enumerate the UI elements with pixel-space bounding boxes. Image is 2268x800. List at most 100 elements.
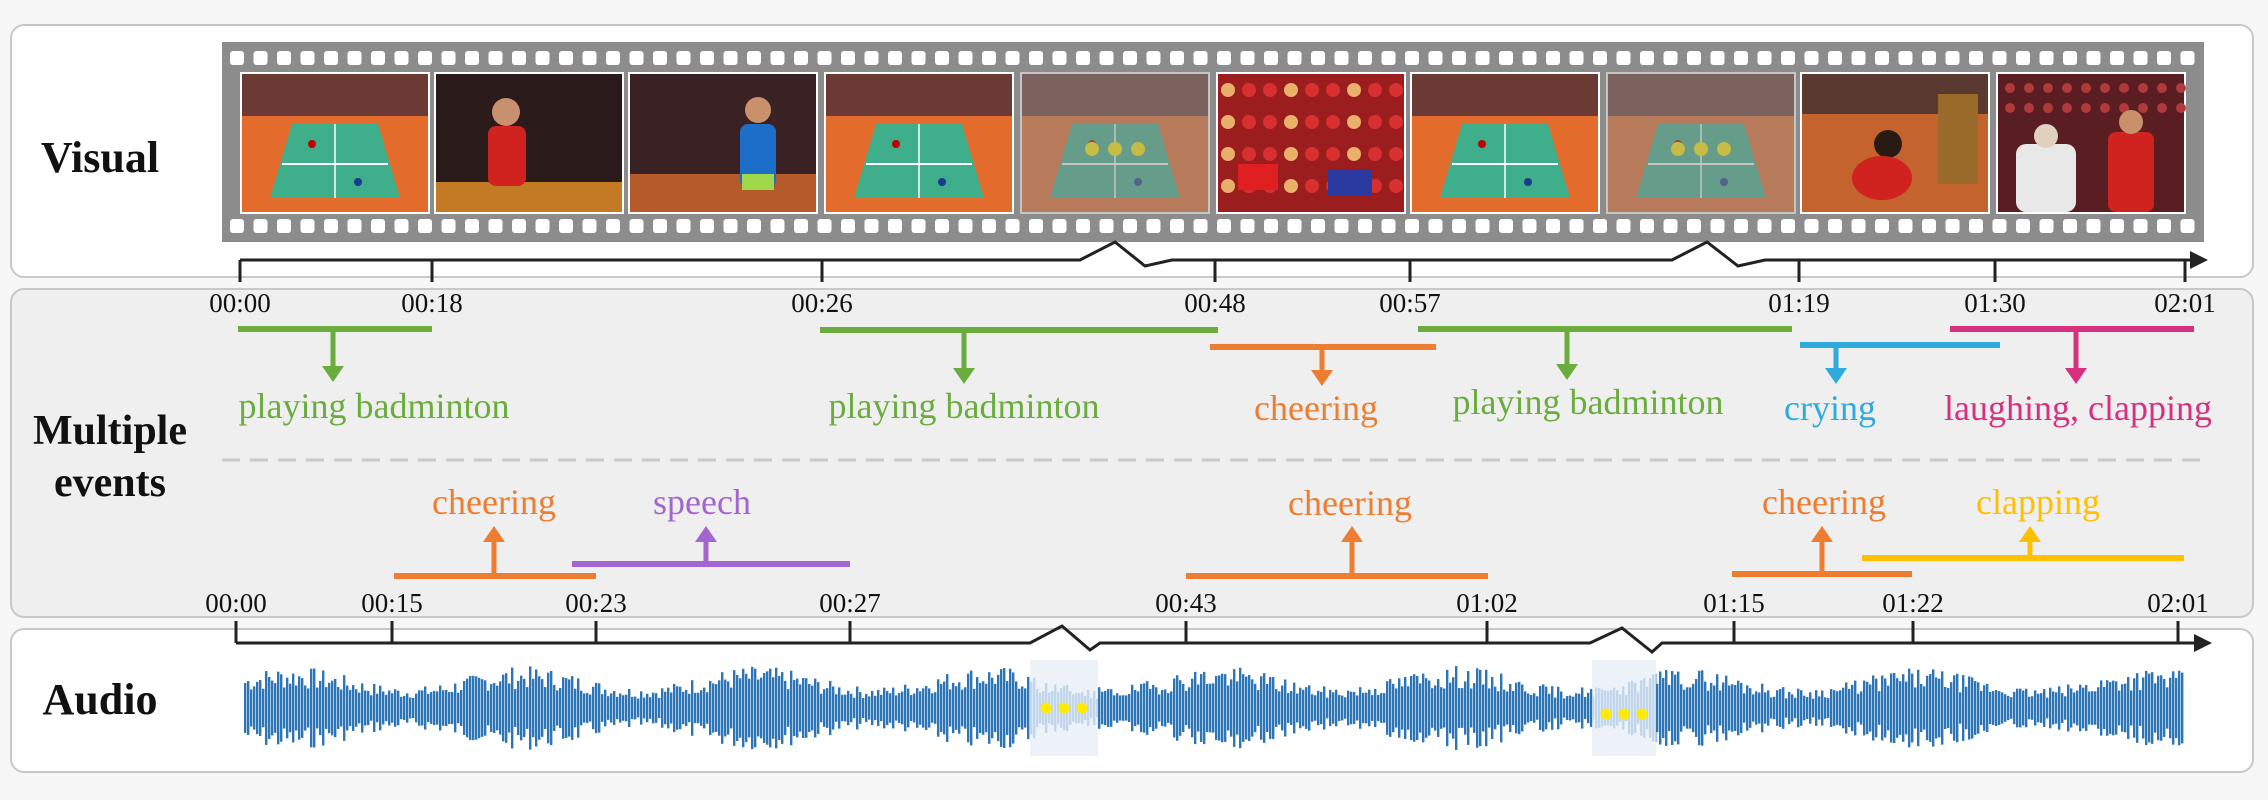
waveform-bar — [925, 686, 928, 730]
waveform-bar — [2139, 690, 2142, 726]
waveform-bar — [1269, 677, 1272, 739]
waveform-bar — [649, 697, 652, 719]
waveform-bar — [1719, 690, 1722, 726]
waveform-bar — [2088, 691, 2091, 725]
sprocket-hole — [1593, 51, 1607, 65]
waveform-bar — [1980, 690, 1983, 726]
waveform-bar — [2034, 690, 2037, 726]
waveform-bar — [1428, 680, 1431, 736]
frame-crowd-person — [1368, 83, 1382, 97]
waveform-bar — [2163, 679, 2166, 737]
sprocket-hole — [1193, 219, 1208, 233]
sprocket-hole — [1828, 219, 1842, 233]
waveform-bar — [1491, 677, 1494, 739]
audio-events: cheering speech cheering cheering clapping — [394, 482, 2184, 579]
sprocket-hole — [1804, 219, 1819, 233]
waveform-bar — [1884, 678, 1887, 738]
waveform-bar — [1149, 688, 1152, 728]
sprocket-hole — [582, 51, 597, 65]
frame-crowd-person — [2024, 103, 2034, 113]
waveform-bar — [1260, 676, 1263, 740]
waveform-bar — [670, 692, 673, 724]
waveform-bar — [1806, 697, 1809, 719]
waveform-bar — [994, 683, 997, 733]
frame-player — [938, 178, 946, 186]
waveform-bar — [1242, 674, 1245, 742]
sprocket-hole — [582, 219, 597, 233]
waveform-bar — [373, 683, 376, 733]
waveform-bar — [1827, 697, 1830, 719]
waveform-bar — [1875, 678, 1878, 738]
sprocket-hole — [841, 51, 855, 65]
waveform-bar — [2148, 673, 2151, 743]
event-label: playing badminton — [1453, 382, 1724, 422]
waveform-bar — [436, 691, 439, 725]
events-row-label-line1: Multiple — [33, 408, 187, 454]
sprocket-hole — [1663, 219, 1678, 233]
waveform-bar — [1836, 691, 1839, 725]
waveform-bar — [469, 675, 472, 741]
frame-crowd-person — [1305, 115, 1319, 129]
waveform-bar — [562, 677, 565, 739]
waveform-bar — [1872, 675, 1875, 741]
waveform-bar — [265, 671, 268, 745]
waveform-bar — [532, 678, 535, 738]
sprocket-hole — [1616, 51, 1631, 65]
waveform-bar — [1173, 678, 1176, 738]
waveform-bar — [625, 694, 628, 722]
waveform-bar — [1587, 692, 1590, 724]
tick-label: 00:57 — [1379, 288, 1441, 318]
sprocket-hole — [465, 51, 479, 65]
waveform-bar — [1902, 674, 1905, 742]
waveform-bar — [1410, 676, 1413, 740]
tick-label: 00:27 — [819, 588, 881, 618]
sprocket-hole — [723, 219, 738, 233]
frame-crowd-person — [1221, 179, 1235, 193]
waveform-bar — [1959, 692, 1962, 724]
waveform-bar — [592, 686, 595, 730]
waveform-bar — [2094, 691, 2097, 725]
events-row-label-line2: events — [54, 460, 166, 506]
event-playing-badminton: playing badminton — [238, 326, 509, 426]
frame-crowd-person — [2138, 83, 2148, 93]
waveform-bar — [712, 683, 715, 733]
waveform-bar — [1311, 694, 1314, 722]
frame-crowd-person — [2157, 103, 2167, 113]
waveform-bar — [1977, 682, 1980, 734]
waveform-bar — [889, 693, 892, 723]
sprocket-hole — [1992, 219, 2007, 233]
event-arrowhead — [1311, 370, 1333, 386]
event-cheering: cheering — [1732, 482, 1912, 577]
frame-crowd-person — [1389, 115, 1403, 129]
sprocket-hole — [1146, 51, 1161, 65]
sprocket-hole — [1640, 219, 1654, 233]
waveform-bar — [2172, 671, 2175, 745]
waveform-bar — [1773, 696, 1776, 720]
waveform-bar — [658, 697, 661, 719]
video-frame-player-red — [434, 72, 624, 214]
sprocket-hole — [1287, 219, 1302, 233]
waveform-bar — [2181, 672, 2184, 744]
waveform-bar — [1803, 695, 1806, 721]
waveform-bar — [259, 680, 262, 736]
waveform-bar — [271, 680, 274, 736]
sprocket-hole — [559, 219, 573, 233]
waveform-bar — [1506, 691, 1509, 725]
waveform-bar — [1125, 695, 1128, 721]
waveform-bar — [1233, 669, 1236, 747]
sprocket-hole — [888, 51, 902, 65]
waveform-bar — [1677, 671, 1680, 745]
sprocket-hole — [2016, 51, 2030, 65]
waveform-bar — [352, 685, 355, 731]
waveform-bar — [1440, 687, 1443, 729]
waveform-bar — [1695, 679, 1698, 737]
waveform-bar — [1021, 686, 1024, 730]
waveform-bar — [940, 683, 943, 733]
waveform-bar — [748, 678, 751, 738]
waveform-bar — [2106, 680, 2109, 736]
waveform-bar — [301, 678, 304, 738]
waveform-bar — [739, 678, 742, 738]
sprocket-hole — [817, 219, 832, 233]
ellipsis-dot — [1694, 142, 1708, 156]
waveform-bar — [1206, 683, 1209, 733]
